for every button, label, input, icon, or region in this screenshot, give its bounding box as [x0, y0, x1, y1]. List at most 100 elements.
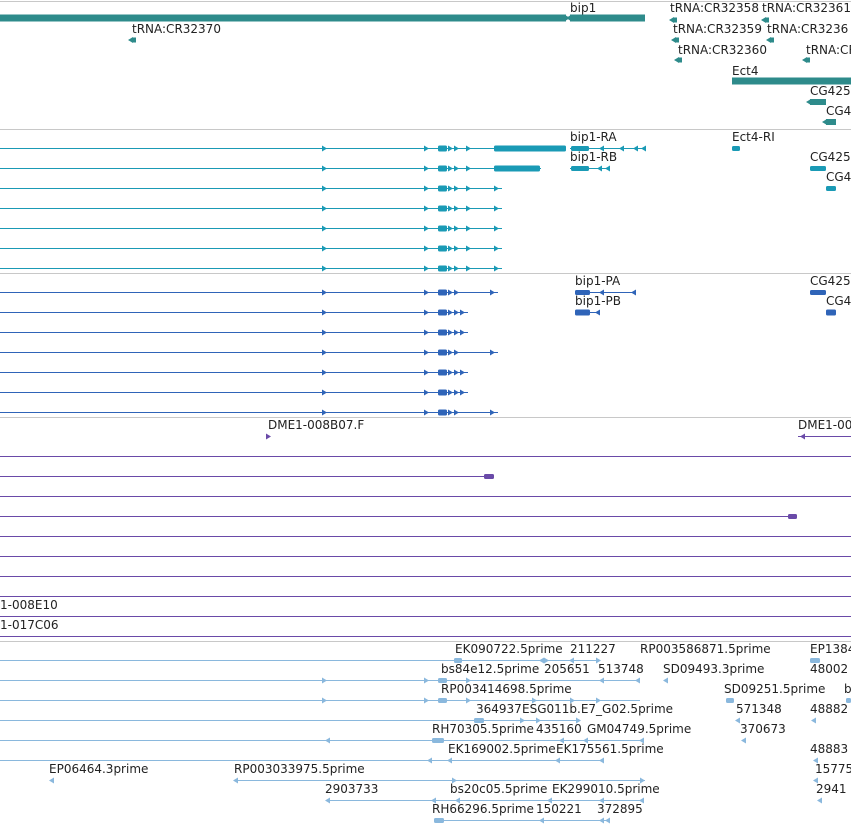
feature[interactable]: DME1-00 — [798, 418, 851, 432]
feature[interactable]: SD09493.3prime — [663, 662, 764, 676]
feature[interactable]: SD09251.5prime — [724, 682, 825, 696]
feature-bar[interactable] — [810, 99, 826, 105]
feature-bar[interactable] — [673, 17, 677, 23]
exon-block[interactable] — [810, 166, 826, 171]
exon-block[interactable] — [438, 698, 447, 703]
exon-block[interactable] — [438, 265, 447, 272]
feature[interactable]: 1-017C06 — [0, 618, 59, 632]
feature[interactable]: RP003033975.5prime — [234, 762, 365, 776]
feature-bar[interactable] — [678, 57, 682, 63]
feature[interactable] — [0, 14, 570, 22]
feature[interactable]: CG4 — [826, 294, 851, 308]
exon-block[interactable] — [484, 474, 494, 479]
feature-bar[interactable] — [0, 14, 566, 22]
feature[interactable]: RH70305.5prime — [432, 722, 534, 736]
feature[interactable]: b — [844, 682, 851, 696]
exon-block[interactable] — [438, 389, 447, 396]
feature[interactable]: tRNA:CR32360 — [674, 43, 767, 63]
exon-block[interactable] — [575, 309, 590, 316]
feature[interactable]: 571348 — [736, 702, 782, 716]
feature[interactable]: bip1 — [566, 1, 645, 22]
feature[interactable]: 435160 — [536, 722, 582, 736]
feature[interactable]: CG425 — [810, 150, 851, 164]
feature-bar[interactable] — [132, 37, 136, 43]
feature[interactable]: RP003414698.5prime — [441, 682, 572, 696]
exon-block[interactable] — [438, 185, 447, 192]
feature[interactable]: bip1-PB — [575, 294, 621, 308]
feature[interactable]: 205651 — [544, 662, 590, 676]
exon-block[interactable] — [438, 309, 447, 316]
exon-block[interactable] — [474, 718, 484, 723]
feature[interactable]: 48002 — [810, 662, 848, 676]
feature[interactable]: 150221 — [536, 802, 582, 816]
feature[interactable]: tRNA:CR — [802, 43, 851, 63]
feature[interactable]: Ect4 — [732, 64, 851, 85]
exon-block[interactable] — [575, 290, 590, 295]
feature-bar[interactable] — [732, 77, 851, 85]
exon-block[interactable] — [826, 186, 836, 191]
exon-block[interactable] — [810, 658, 820, 663]
feature[interactable]: 364937 — [476, 702, 522, 716]
feature[interactable]: 211227 — [570, 642, 616, 656]
feature[interactable]: 372895 — [597, 802, 643, 816]
feature[interactable]: EP1384 — [810, 642, 851, 656]
feature[interactable]: CG425 — [806, 84, 851, 105]
feature-bar[interactable] — [570, 14, 645, 22]
feature[interactable]: 513748 — [598, 662, 644, 676]
feature[interactable]: EK090722.5prime — [455, 642, 563, 656]
exon-block[interactable] — [826, 309, 836, 316]
feature[interactable]: tRNA:CR32359 — [671, 22, 762, 43]
feature[interactable]: 48882 — [810, 702, 848, 716]
exon-block[interactable] — [438, 225, 447, 232]
feature[interactable]: DME1-008B07.F — [268, 418, 364, 432]
exon-block[interactable] — [438, 369, 447, 376]
exon-block[interactable] — [810, 290, 826, 295]
feature[interactable]: CG425 — [810, 274, 851, 288]
feature[interactable]: tRNA:CR32361 — [761, 1, 851, 23]
exon-block[interactable] — [438, 329, 447, 336]
feature[interactable]: GM04749.5prime — [587, 722, 691, 736]
feature[interactable]: bip1-PA — [575, 274, 621, 288]
feature[interactable]: Ect4-RI — [732, 130, 775, 144]
exon-block[interactable] — [438, 678, 447, 683]
exon-block[interactable] — [438, 409, 447, 416]
feature-bar[interactable] — [765, 17, 769, 23]
feature[interactable]: CG4 — [826, 170, 851, 184]
feature[interactable]: bip1-RB — [570, 150, 617, 164]
feature-bar[interactable] — [826, 119, 836, 125]
feature[interactable]: ESG011b.E7_G02.5prime — [522, 702, 673, 716]
exon-block[interactable] — [438, 205, 447, 212]
exon-block[interactable] — [438, 165, 447, 172]
feature[interactable]: 370673 — [740, 722, 786, 736]
feature[interactable]: EP06464.3prime — [49, 762, 148, 776]
feature[interactable]: EK169002.5prime — [448, 742, 556, 756]
feature[interactable]: CG4 — [822, 104, 851, 125]
feature[interactable]: RP003586871.5prime — [640, 642, 771, 656]
feature-bar[interactable] — [806, 57, 810, 63]
exon-block[interactable] — [454, 658, 462, 663]
feature-bar[interactable] — [675, 37, 679, 43]
feature[interactable]: 2941 — [816, 782, 847, 796]
feature[interactable]: 1-008E10 — [0, 598, 58, 612]
feature[interactable]: RH66296.5prime — [432, 802, 534, 816]
exon-block[interactable] — [726, 698, 734, 703]
feature[interactable]: 15775 — [815, 762, 851, 776]
feature[interactable]: 48883 — [810, 742, 848, 756]
exon-block[interactable] — [438, 145, 447, 152]
feature[interactable]: 2903733 — [325, 782, 378, 796]
feature[interactable]: EK299010.5prime — [552, 782, 660, 796]
exon-block[interactable] — [571, 146, 589, 151]
exon-block[interactable] — [846, 698, 851, 703]
feature-bar[interactable] — [770, 37, 774, 43]
exon-block[interactable] — [438, 349, 447, 356]
exon-block[interactable] — [494, 165, 540, 172]
exon-block[interactable] — [494, 145, 566, 152]
feature[interactable]: bs84e12.5prime — [441, 662, 539, 676]
exon-block[interactable] — [432, 738, 444, 743]
feature[interactable]: tRNA:CR3236 — [766, 22, 848, 43]
exon-block[interactable] — [571, 166, 589, 171]
exon-block[interactable] — [732, 146, 740, 151]
feature[interactable]: tRNA:CR32358 — [669, 1, 759, 23]
exon-block[interactable] — [438, 245, 447, 252]
feature[interactable]: tRNA:CR32370 — [128, 22, 221, 43]
